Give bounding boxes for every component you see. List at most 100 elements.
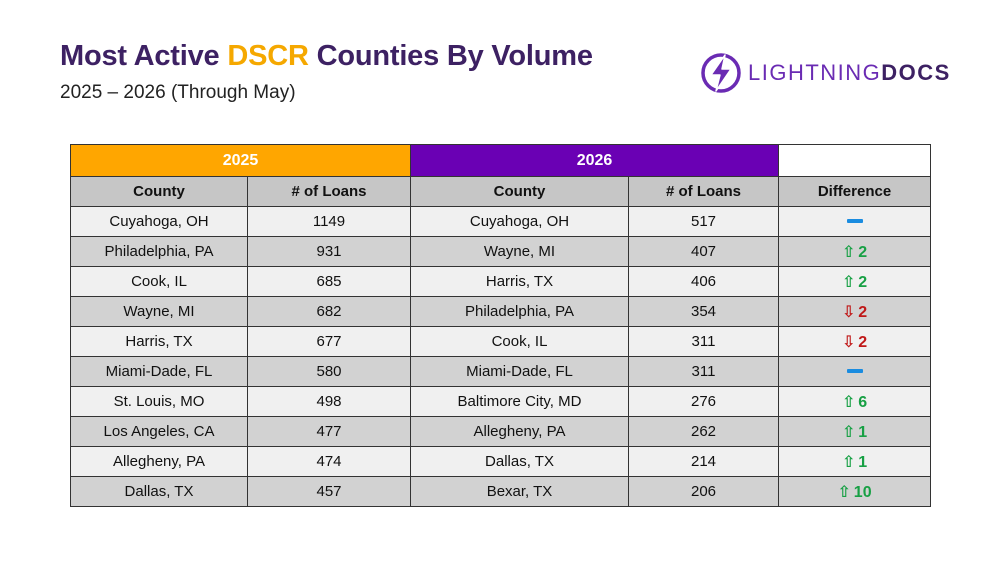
difference-header: Difference bbox=[778, 176, 931, 207]
table-row: Philadelphia, PA 931 Wayne, MI 407 ⇧ 2 bbox=[70, 236, 931, 267]
table-body: Cuyahoga, OH 1149 Cuyahoga, OH 517 Philadelp… bbox=[70, 206, 931, 507]
county-2025-cell: Allegheny, PA bbox=[70, 446, 248, 477]
difference-value: 2 bbox=[858, 333, 868, 351]
county-2026-cell: Allegheny, PA bbox=[410, 416, 629, 447]
difference-cell: ⇩ 2 bbox=[778, 326, 931, 357]
loans-2026-cell: 406 bbox=[628, 266, 779, 297]
county-2026-header: County bbox=[410, 176, 629, 207]
loans-2026-cell: 311 bbox=[628, 326, 779, 357]
difference-value: 2 bbox=[858, 303, 868, 321]
year-header-row: 2025 2026 bbox=[70, 144, 931, 177]
loans-2026-cell: 407 bbox=[628, 236, 779, 267]
table-row: Cook, IL 685 Harris, TX 406 ⇧ 2 bbox=[70, 266, 931, 297]
table-row: Cuyahoga, OH 1149 Cuyahoga, OH 517 bbox=[70, 206, 931, 237]
county-2026-cell: Cook, IL bbox=[410, 326, 629, 357]
lightningdocs-logo: LIGHTNINGDOCS bbox=[700, 51, 951, 95]
year-2026-header: 2026 bbox=[410, 144, 779, 177]
difference-cell: ⇧ 1 bbox=[778, 416, 931, 447]
difference-cell: ⇧ 2 bbox=[778, 266, 931, 297]
up-arrow-icon: ⇧ bbox=[837, 483, 851, 501]
loans-2026-cell: 311 bbox=[628, 356, 779, 387]
county-2025-cell: Philadelphia, PA bbox=[70, 236, 248, 267]
loans-2026-cell: 214 bbox=[628, 446, 779, 477]
table-row: Allegheny, PA 474 Dallas, TX 214 ⇧ 1 bbox=[70, 446, 931, 477]
county-2025-cell: Cook, IL bbox=[70, 266, 248, 297]
loans-2026-cell: 517 bbox=[628, 206, 779, 237]
county-2026-cell: Baltimore City, MD bbox=[410, 386, 629, 417]
table-row: Harris, TX 677 Cook, IL 311 ⇩ 2 bbox=[70, 326, 931, 357]
up-arrow-icon: ⇧ bbox=[841, 393, 856, 411]
county-2025-cell: Dallas, TX bbox=[70, 476, 248, 507]
loans-2025-cell: 677 bbox=[247, 326, 411, 357]
counties-table: 2025 2026 County # of Loans County # of … bbox=[70, 144, 931, 507]
loans-2026-cell: 262 bbox=[628, 416, 779, 447]
loans-2025-cell: 498 bbox=[247, 386, 411, 417]
loans-2026-header: # of Loans bbox=[628, 176, 779, 207]
difference-cell: ⇧ 10 bbox=[778, 476, 931, 507]
loans-2025-cell: 580 bbox=[247, 356, 411, 387]
down-arrow-icon: ⇩ bbox=[841, 333, 856, 351]
title-suffix: Counties By Volume bbox=[308, 40, 593, 72]
difference-value: 2 bbox=[858, 243, 868, 261]
difference-cell: ⇧ 6 bbox=[778, 386, 931, 417]
loans-2025-cell: 931 bbox=[247, 236, 411, 267]
up-arrow-icon: ⇧ bbox=[841, 423, 856, 441]
difference-cell: ⇩ 2 bbox=[778, 296, 931, 327]
loans-2025-cell: 682 bbox=[247, 296, 411, 327]
county-2026-cell: Bexar, TX bbox=[410, 476, 629, 507]
table-row: Los Angeles, CA 477 Allegheny, PA 262 ⇧ 1 bbox=[70, 416, 931, 447]
loans-2025-header: # of Loans bbox=[247, 176, 411, 207]
county-2025-cell: Los Angeles, CA bbox=[70, 416, 248, 447]
down-arrow-icon: ⇩ bbox=[841, 303, 856, 321]
county-2026-cell: Philadelphia, PA bbox=[410, 296, 629, 327]
difference-cell: ⇧ 2 bbox=[778, 236, 931, 267]
difference-value: 2 bbox=[858, 273, 868, 291]
loans-2025-cell: 474 bbox=[247, 446, 411, 477]
column-header-row: County # of Loans County # of Loans Diff… bbox=[70, 176, 931, 207]
up-arrow-icon: ⇧ bbox=[841, 243, 856, 261]
page-title: Most Active DSCR Counties By Volume bbox=[60, 40, 593, 73]
county-2026-cell: Harris, TX bbox=[410, 266, 629, 297]
table-row: Miami-Dade, FL 580 Miami-Dade, FL 311 bbox=[70, 356, 931, 387]
loans-2026-cell: 276 bbox=[628, 386, 779, 417]
county-2026-cell: Wayne, MI bbox=[410, 236, 629, 267]
county-2026-cell: Miami-Dade, FL bbox=[410, 356, 629, 387]
county-2025-cell: Wayne, MI bbox=[70, 296, 248, 327]
county-2026-cell: Cuyahoga, OH bbox=[410, 206, 629, 237]
page-subtitle: 2025 – 2026 (Through May) bbox=[60, 82, 296, 103]
county-2025-cell: Harris, TX bbox=[70, 326, 248, 357]
table-row: Dallas, TX 457 Bexar, TX 206 ⇧ 10 bbox=[70, 476, 931, 507]
difference-value: 1 bbox=[858, 453, 868, 471]
county-2025-cell: Miami-Dade, FL bbox=[70, 356, 248, 387]
table-row: Wayne, MI 682 Philadelphia, PA 354 ⇩ 2 bbox=[70, 296, 931, 327]
title-accent: DSCR bbox=[227, 40, 309, 72]
blank-header-cell bbox=[778, 144, 931, 177]
difference-value: 6 bbox=[858, 393, 868, 411]
loans-2025-cell: 477 bbox=[247, 416, 411, 447]
logo-wordmark: LIGHTNINGDOCS bbox=[748, 60, 951, 86]
difference-cell bbox=[778, 206, 931, 237]
loans-2025-cell: 457 bbox=[247, 476, 411, 507]
lightning-bolt-icon bbox=[701, 53, 741, 93]
up-arrow-icon: ⇧ bbox=[841, 453, 856, 471]
logo-text-light: LIGHTNING bbox=[748, 60, 882, 85]
difference-cell bbox=[778, 356, 931, 387]
dash-icon bbox=[846, 369, 863, 374]
county-2025-cell: St. Louis, MO bbox=[70, 386, 248, 417]
difference-cell: ⇧ 1 bbox=[778, 446, 931, 477]
up-arrow-icon: ⇧ bbox=[841, 273, 856, 291]
loans-2025-cell: 1149 bbox=[247, 206, 411, 237]
dash-icon bbox=[846, 219, 863, 224]
loans-2026-cell: 206 bbox=[628, 476, 779, 507]
logo-text-bold: DOCS bbox=[881, 60, 951, 85]
difference-value: 1 bbox=[858, 423, 868, 441]
difference-value: 10 bbox=[853, 483, 872, 501]
county-2025-cell: Cuyahoga, OH bbox=[70, 206, 248, 237]
county-2025-header: County bbox=[70, 176, 248, 207]
loans-2026-cell: 354 bbox=[628, 296, 779, 327]
title-prefix: Most Active bbox=[60, 40, 228, 72]
year-2025-header: 2025 bbox=[70, 144, 411, 177]
loans-2025-cell: 685 bbox=[247, 266, 411, 297]
table-row: St. Louis, MO 498 Baltimore City, MD 276 ⇧ 6 bbox=[70, 386, 931, 417]
county-2026-cell: Dallas, TX bbox=[410, 446, 629, 477]
